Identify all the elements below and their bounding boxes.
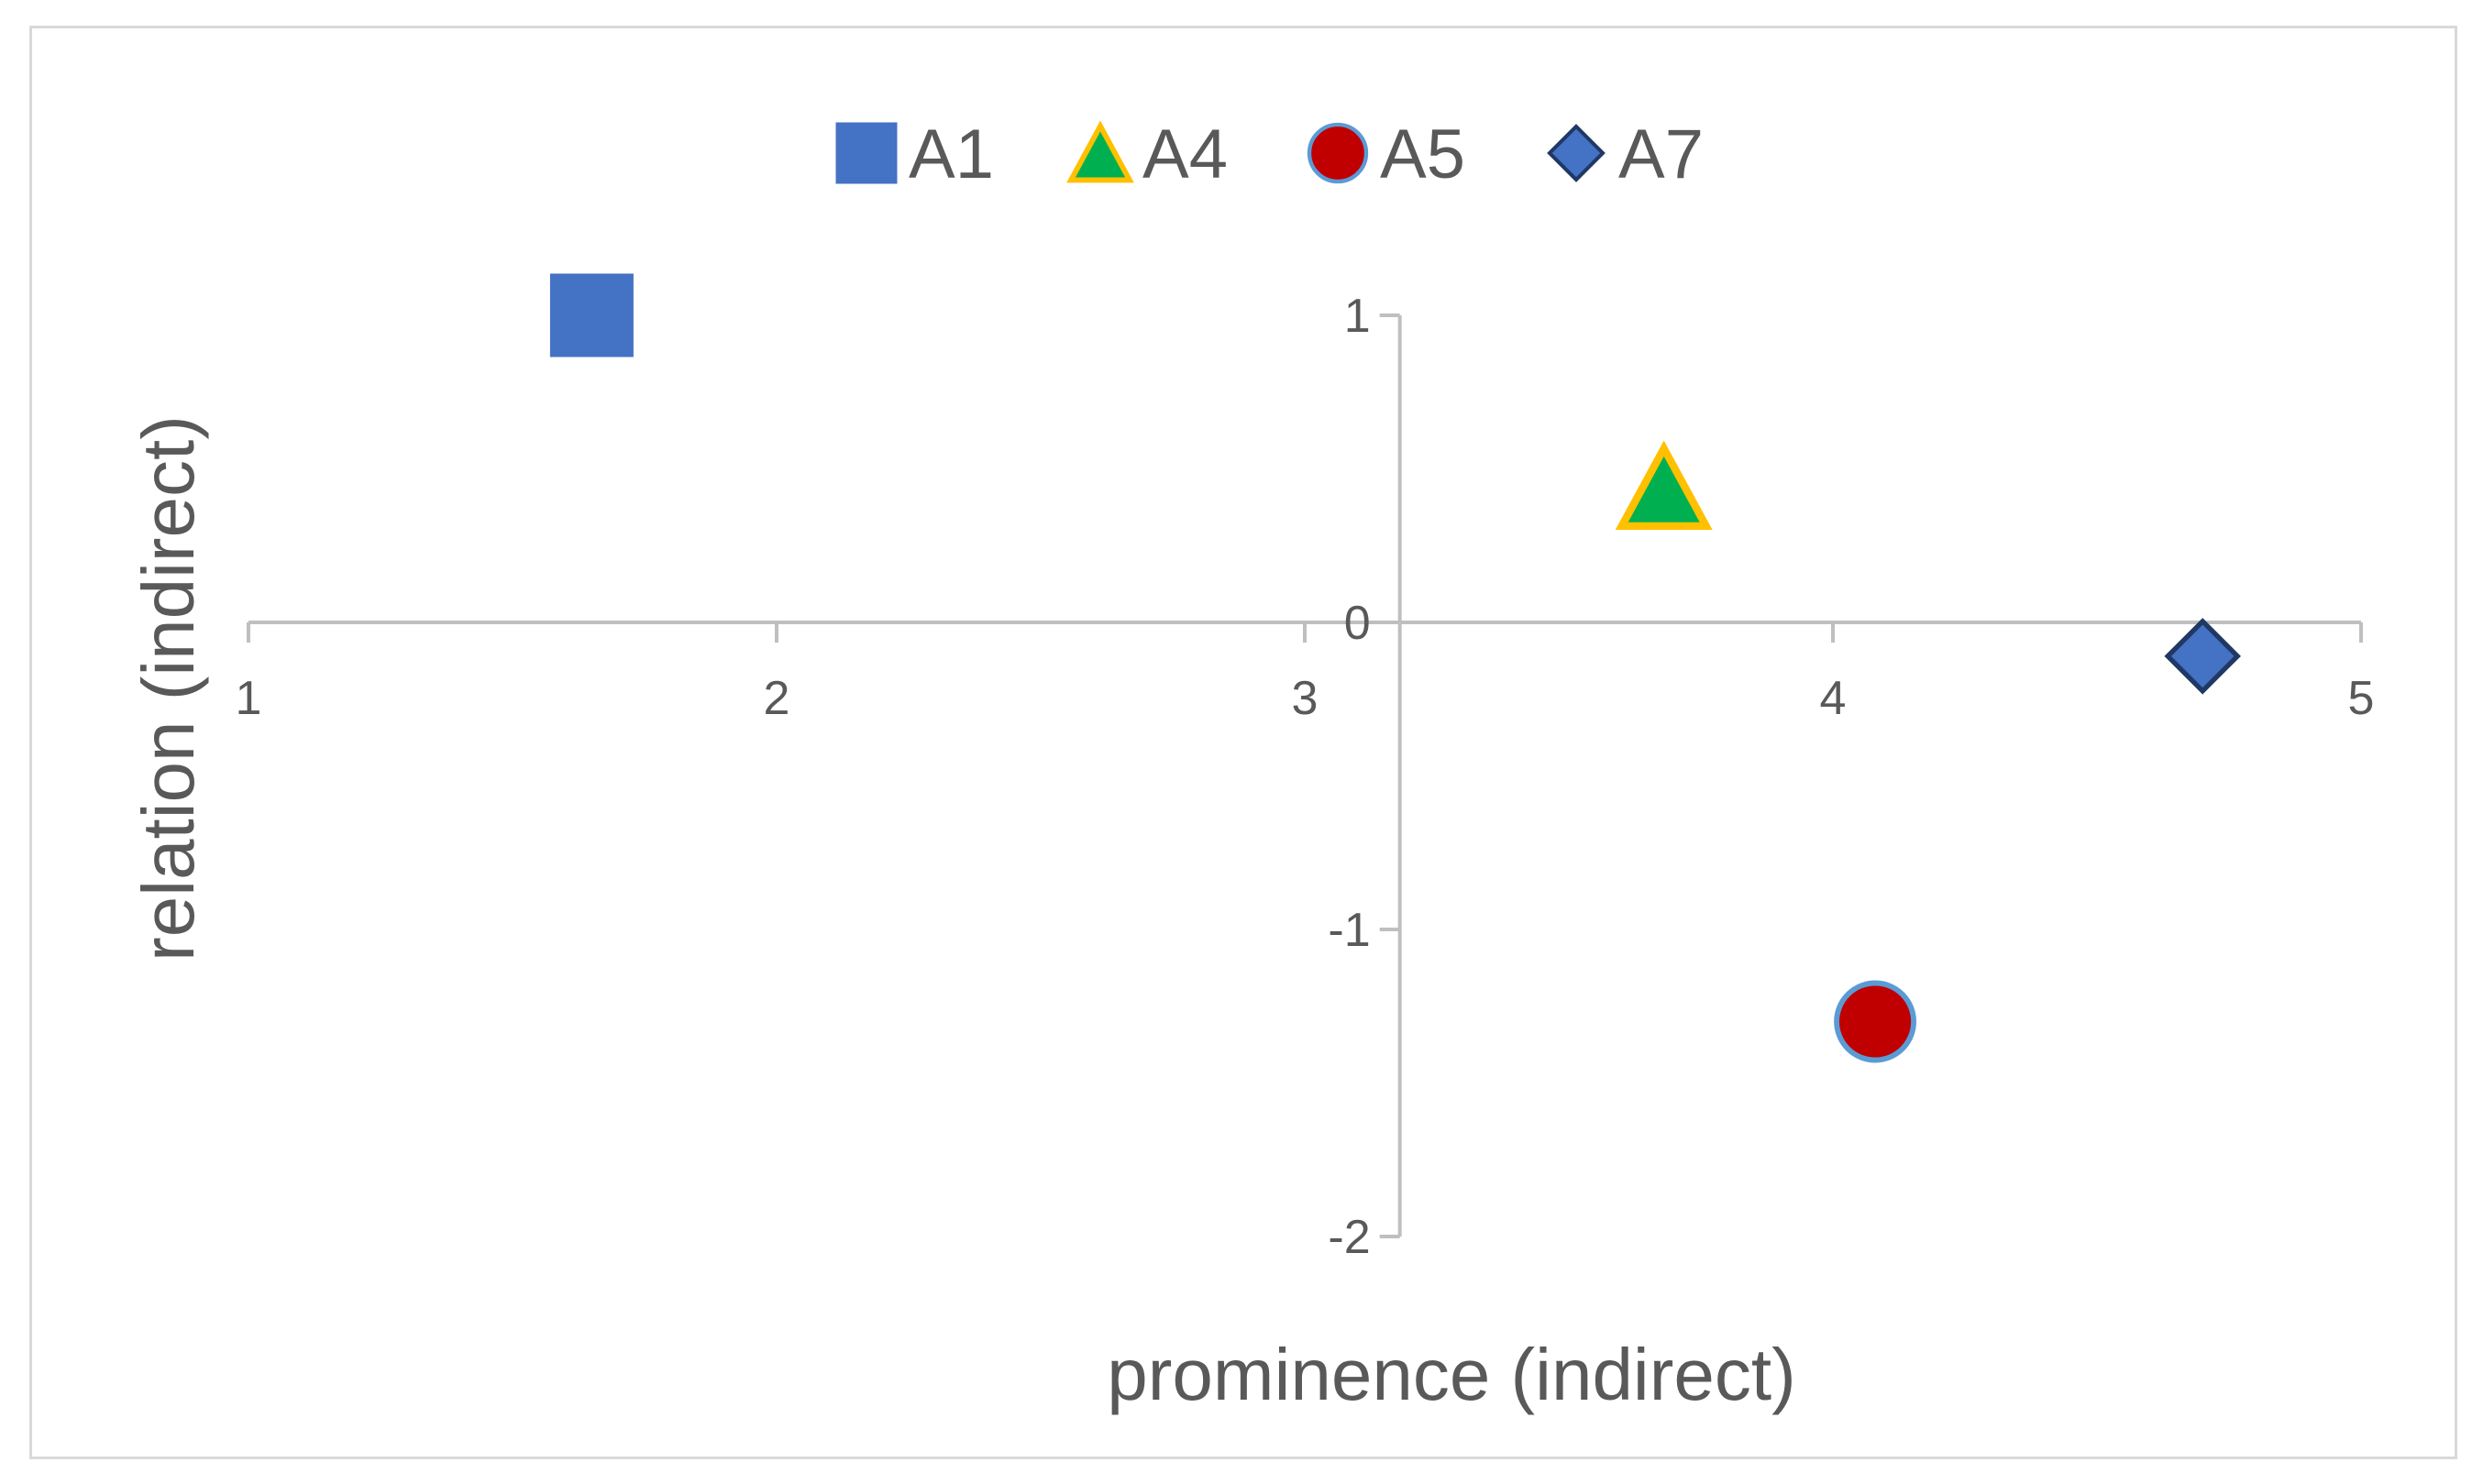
x-axis-title: prominence (indirect) bbox=[1107, 1334, 1795, 1415]
data-point-a4 bbox=[1615, 440, 1713, 531]
legend-item-a1: A1 bbox=[835, 115, 994, 193]
legend-label-a5: A5 bbox=[1380, 115, 1465, 193]
data-point-a1 bbox=[549, 273, 634, 357]
y-tick-label: 1 bbox=[1344, 290, 1371, 343]
axes bbox=[247, 313, 2363, 1238]
chart-frame: 1 2 3 4 5 -2 -1 0 1 A1 A4 A5 A7 prominence (indirec… bbox=[29, 26, 2457, 1459]
data-point-a5 bbox=[1834, 980, 1917, 1063]
data-points bbox=[549, 273, 2241, 1063]
legend: A1 A4 A5 A7 bbox=[835, 115, 1704, 193]
y-tick-label: 0 bbox=[1344, 597, 1371, 650]
legend-marker-a5 bbox=[1307, 122, 1369, 184]
legend-item-a5: A5 bbox=[1307, 115, 1465, 193]
legend-marker-a4 bbox=[1066, 120, 1134, 183]
legend-label-a4: A4 bbox=[1142, 115, 1228, 193]
legend-marker-a7 bbox=[1547, 124, 1606, 182]
legend-label-a1: A1 bbox=[909, 115, 994, 193]
data-point-a7 bbox=[2164, 618, 2241, 695]
tick-labels: 1 2 3 4 5 -2 -1 0 1 bbox=[236, 290, 2375, 1264]
x-tick-label: 2 bbox=[764, 672, 790, 725]
y-tick-label: -2 bbox=[1328, 1211, 1370, 1264]
legend-item-a7: A7 bbox=[1547, 115, 1704, 193]
y-axis-title: relation (indirect) bbox=[127, 415, 209, 962]
legend-item-a4: A4 bbox=[1066, 115, 1228, 193]
x-tick-label: 4 bbox=[1820, 672, 1847, 725]
legend-label-a7: A7 bbox=[1618, 115, 1704, 193]
x-tick-label: 3 bbox=[1292, 672, 1319, 725]
legend-marker-a1 bbox=[835, 122, 898, 184]
x-tick-label: 5 bbox=[2348, 672, 2375, 725]
scatter-chart: 1 2 3 4 5 -2 -1 0 1 A1 A4 A5 A7 prominence (indirec… bbox=[127, 115, 2375, 1415]
y-tick-label: -1 bbox=[1328, 904, 1370, 957]
x-tick-label: 1 bbox=[236, 672, 262, 725]
